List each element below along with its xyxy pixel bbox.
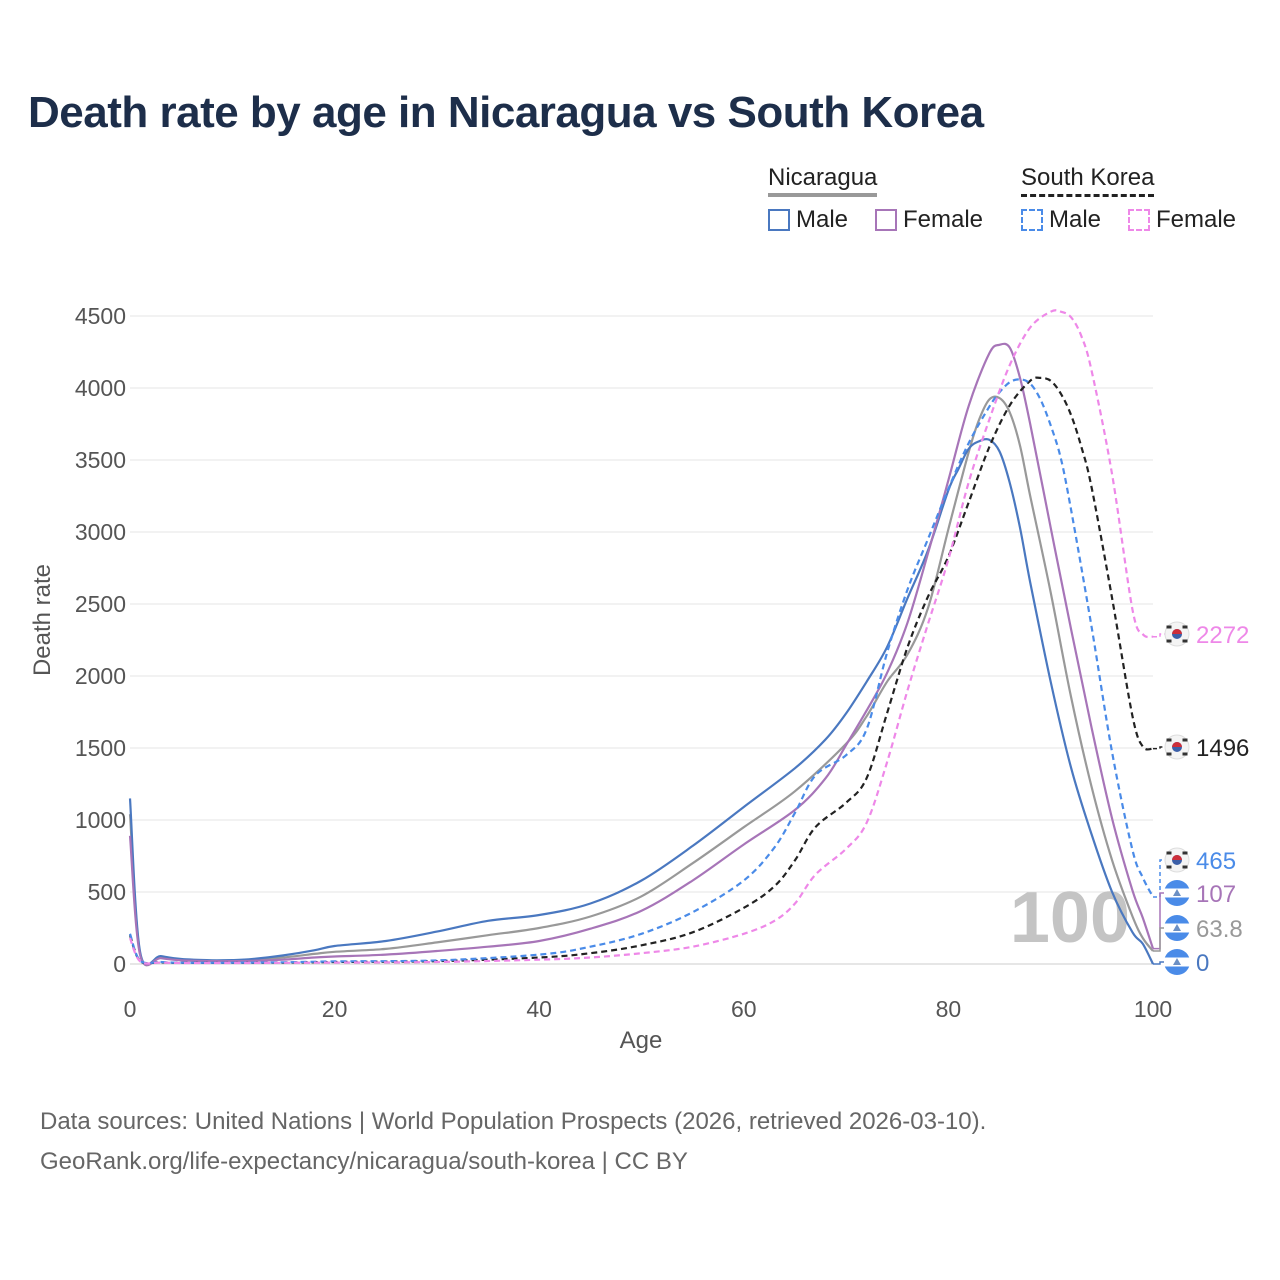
end-label-connector: [1153, 961, 1166, 965]
flag-trigram: [1182, 639, 1188, 643]
legend-group-south-korea: South Korea: [1021, 164, 1155, 197]
x-axis-label: Age: [620, 1027, 663, 1054]
end-label-value: 63.8: [1196, 916, 1243, 943]
series-line-south-korea-female: [128, 309, 1154, 965]
y-tick-label: 2000: [75, 663, 126, 689]
flag-trigram: [1166, 865, 1172, 869]
series-line-south-korea-total: [128, 376, 1154, 965]
legend-swatch-south-korea-male: [1021, 209, 1043, 231]
series-line-south-korea-male: [128, 378, 1154, 965]
legend-group-south-korea-label: South Korea: [1021, 164, 1155, 191]
y-tick-label: 4500: [75, 303, 126, 329]
legend-underline-nicaragua: [768, 193, 878, 197]
x-tick-label: 80: [936, 996, 962, 1022]
end-label-connector: [1153, 927, 1166, 952]
end-labels: 2272 1496 465 107 63.8 0: [1153, 621, 1249, 977]
flag-trigram: [1182, 752, 1188, 756]
legend-item-nicaragua-male[interactable]: Male: [768, 206, 848, 234]
legend-label-nicaragua-male: Male: [796, 206, 849, 233]
x-tick-label: 100: [1134, 996, 1172, 1022]
y-tick-label: 1000: [75, 807, 126, 833]
y-tick-label: 3500: [75, 447, 126, 473]
y-tick-label: 2500: [75, 591, 126, 617]
end-label-nicaragua-total: 63.8: [1153, 915, 1243, 952]
x-tick-label: 0: [124, 996, 137, 1022]
legend-item-south-korea-male[interactable]: Male: [1021, 206, 1101, 234]
source-line-2: GeoRank.org/life-expectancy/nicaragua/so…: [40, 1148, 688, 1175]
flag-trigram: [1182, 738, 1188, 742]
flag-trigram: [1166, 851, 1172, 855]
legend-group-nicaragua-label: Nicaragua: [768, 164, 878, 191]
end-label-value: 1496: [1196, 735, 1249, 762]
flag-trigram: [1166, 639, 1172, 643]
end-label-nicaragua-male: 0: [1153, 949, 1209, 977]
end-label-connector: [1153, 892, 1166, 950]
legend-label-nicaragua-female: Female: [903, 206, 984, 233]
flag-trigram: [1166, 738, 1172, 742]
legend-item-nicaragua-female[interactable]: Female: [875, 206, 983, 234]
flag-emblem-top: [1172, 742, 1182, 747]
x-axis-ticks: 0 20 40 60 80 100: [124, 996, 1173, 1022]
legend-swatch-nicaragua-male: [768, 209, 790, 231]
end-label-value: 0: [1196, 950, 1209, 977]
end-label-value: 465: [1196, 848, 1236, 875]
series-line-nicaragua-female: [128, 342, 1155, 967]
legend-underline-south-korea: [1021, 194, 1155, 197]
legend-group-nicaragua: Nicaragua: [768, 164, 878, 197]
flag-emblem: [1173, 958, 1181, 965]
legend-label-south-korea-female: Female: [1156, 206, 1237, 233]
x-tick-label: 40: [526, 996, 552, 1022]
source-line-1: Data sources: United Nations | World Pop…: [40, 1108, 987, 1135]
x-tick-label: 20: [322, 996, 348, 1022]
watermark-year: 100: [1010, 878, 1130, 958]
end-label-value: 107: [1196, 881, 1236, 908]
legend-label-south-korea-male: Male: [1049, 206, 1102, 233]
y-tick-label: 500: [88, 879, 126, 905]
y-tick-label: 1500: [75, 735, 126, 761]
x-tick-label: 60: [731, 996, 757, 1022]
chart-title: Death rate by age in Nicaragua vs South …: [28, 88, 984, 137]
flag-trigram: [1182, 625, 1188, 629]
series-line-nicaragua-male: [128, 438, 1154, 967]
end-label-south-korea-female: 2272: [1153, 621, 1249, 649]
series-lines: [128, 309, 1155, 967]
end-label-connector: [1153, 633, 1166, 638]
y-tick-label: 0: [113, 951, 126, 977]
legend-swatch-south-korea-female: [1128, 209, 1150, 231]
end-label-value: 2272: [1196, 622, 1249, 649]
flag-emblem-top: [1172, 629, 1182, 634]
flag-emblem: [1173, 889, 1181, 896]
end-label-nicaragua-female: 107: [1153, 880, 1236, 950]
legend-item-south-korea-female[interactable]: Female: [1128, 206, 1236, 234]
flag-trigram: [1182, 865, 1188, 869]
end-label-south-korea-male: 465: [1153, 847, 1236, 898]
flag-trigram: [1166, 625, 1172, 629]
flag-emblem-top: [1172, 855, 1182, 860]
legend-swatch-nicaragua-female: [875, 209, 897, 231]
y-axis-ticks: 0 500 1000 1500 2000 2500 3000 3500 4000 4500: [75, 303, 126, 977]
end-label-south-korea-total: 1496: [1153, 734, 1249, 762]
y-tick-label: 3000: [75, 519, 126, 545]
end-label-connector: [1153, 859, 1166, 898]
y-axis-label: Death rate: [29, 564, 56, 676]
flag-trigram: [1182, 851, 1188, 855]
grid-lines: [130, 315, 1153, 965]
flag-trigram: [1166, 752, 1172, 756]
end-label-connector: [1153, 746, 1166, 750]
y-tick-label: 4000: [75, 375, 126, 401]
flag-emblem: [1173, 924, 1181, 931]
